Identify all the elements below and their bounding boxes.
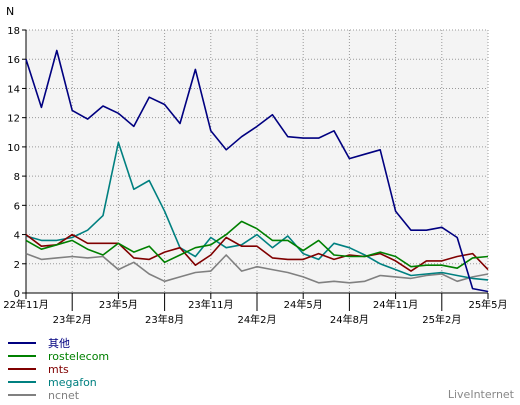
x-tick-label: 24年2月: [237, 313, 276, 326]
y-tick-label: 0: [14, 289, 20, 300]
x-tick-label: 22年11月: [3, 298, 48, 311]
legend-label: megafon: [48, 376, 97, 389]
y-axis-label: N: [6, 5, 14, 18]
y-tick-label: 16: [7, 55, 20, 66]
y-tick-labels: 0 2 4 6 8 10 12 14 16 18: [7, 26, 20, 300]
legend-label: ncnet: [48, 389, 80, 402]
y-tick-label: 10: [7, 143, 20, 154]
y-tick-label: 14: [7, 84, 20, 95]
x-tick-label: 24年5月: [284, 298, 323, 311]
series-lines: [25, 49, 489, 293]
x-tick-label: 25年5月: [468, 298, 507, 311]
x-tick-label: 23年11月: [188, 298, 233, 311]
axes: [22, 29, 489, 311]
y-tick-label: 2: [14, 260, 20, 271]
series-line-4: [25, 252, 489, 284]
x-tick-label: 24年8月: [330, 313, 369, 326]
series-line-1: [25, 220, 489, 270]
x-tick-label: 23年8月: [145, 313, 184, 326]
legend-label: rostelecom: [48, 350, 109, 363]
x-tick-labels: 22年11月 23年2月 23年5月 23年8月 23年11月 24年2月 24年5月 24年…: [3, 298, 507, 326]
x-tick-label: 23年5月: [99, 298, 138, 311]
watermark: LiveInternet: [448, 388, 515, 401]
series-line-2: [25, 233, 489, 272]
y-tick-label: 8: [14, 172, 20, 183]
series-line-3: [25, 141, 489, 281]
y-tick-label: 18: [7, 26, 20, 37]
y-tick-label: 6: [14, 201, 20, 212]
y-tick-label: 12: [7, 114, 20, 125]
legend-label: mts: [48, 363, 69, 376]
x-tick-label: 23年2月: [53, 313, 92, 326]
y-tick-label: 4: [14, 231, 20, 242]
series-line-0: [25, 49, 489, 293]
x-tick-label: 25年2月: [422, 313, 461, 326]
x-tick-label: 24年11月: [373, 298, 418, 311]
legend-label: 其他: [48, 337, 70, 350]
grid-lines: [26, 29, 489, 293]
